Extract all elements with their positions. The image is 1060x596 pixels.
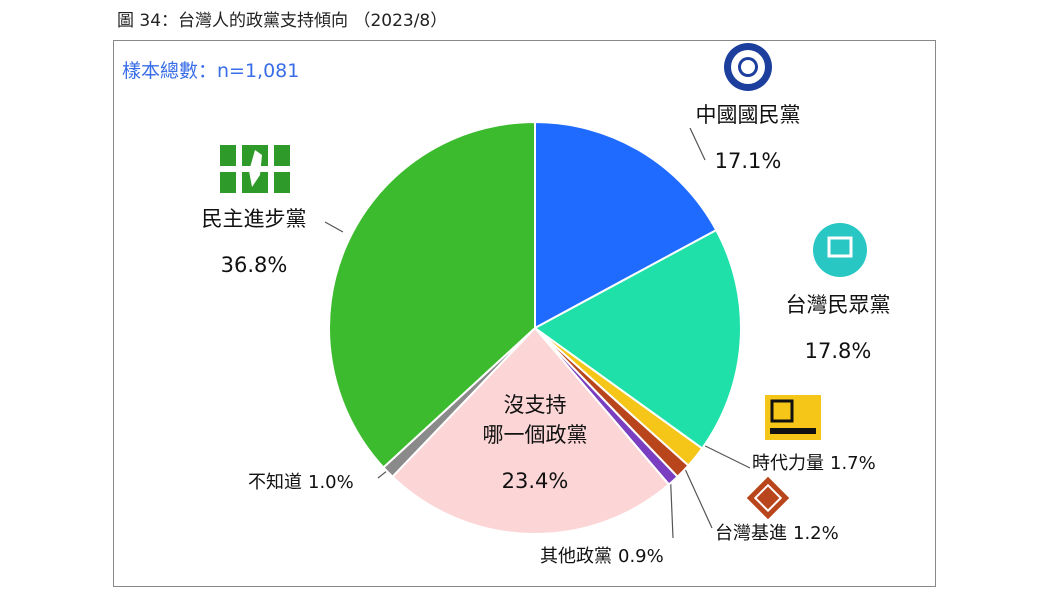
slice-label: 其他政黨 0.9% [540, 542, 664, 572]
slice-label: 沒支持 哪一個政黨 23.4% [435, 390, 635, 496]
value-label: 1.0% [308, 472, 354, 493]
value-label: 1.2% [793, 523, 839, 544]
category-label: 不知道 [248, 472, 302, 493]
value-label: 0.9% [618, 546, 664, 567]
category-label: 台灣基進 [715, 523, 787, 544]
value-label: 23.4% [501, 469, 569, 493]
category-label: 時代力量 [752, 453, 824, 474]
slice-label: 中國國民黨 17.1% [648, 100, 848, 176]
value-label: 36.8% [220, 253, 288, 277]
category-label: 中國國民黨 [695, 103, 801, 127]
logo-npp [765, 395, 821, 440]
value-label: 1.7% [830, 453, 876, 474]
slice-label: 台灣民眾黨 17.8% [738, 290, 938, 366]
pie-slice [533, 228, 742, 450]
value-label: 17.8% [804, 339, 872, 363]
slice-label: 民主進步黨 36.8% [154, 204, 354, 280]
pie-slice [534, 120, 718, 330]
slice-label: 不知道 1.0% [248, 468, 354, 498]
pie-slice [328, 120, 536, 469]
category-label: 其他政黨 [540, 546, 612, 567]
sample-note: 樣本總數：n=1,081 [122, 60, 300, 82]
value-label: 17.1% [714, 149, 782, 173]
logo-dpp [220, 145, 290, 193]
slice-label: 時代力量 1.7% [752, 449, 876, 479]
logo-tsp [746, 476, 790, 520]
category-label: 沒支持 哪一個政黨 [482, 393, 588, 447]
logo-tpp [813, 223, 867, 277]
pie-slice [391, 326, 671, 535]
category-label: 民主進步黨 [201, 207, 307, 231]
chart-frame [113, 40, 936, 587]
slice-label: 台灣基進 1.2% [715, 519, 839, 549]
chart-title: 圖 34：台灣人的政黨支持傾向 （2023/8） [117, 11, 448, 31]
logo-kmt [724, 43, 772, 91]
category-label: 台灣民眾黨 [785, 293, 891, 317]
